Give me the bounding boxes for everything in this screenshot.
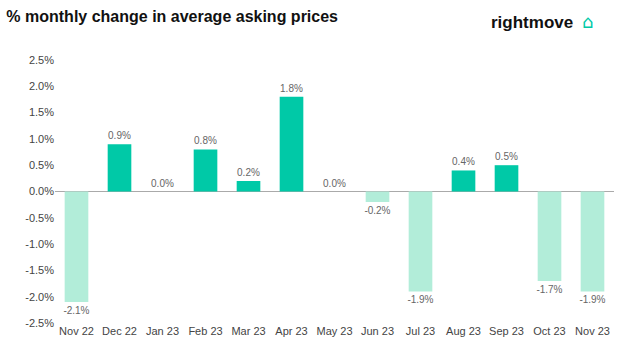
svg-text:1.0%: 1.0% bbox=[29, 133, 54, 145]
svg-text:0.0%: 0.0% bbox=[323, 178, 346, 189]
svg-text:0.0%: 0.0% bbox=[29, 185, 54, 197]
svg-text:-2.0%: -2.0% bbox=[25, 291, 54, 303]
svg-text:0.8%: 0.8% bbox=[194, 135, 217, 146]
svg-text:May 23: May 23 bbox=[316, 325, 352, 337]
svg-text:Sep 23: Sep 23 bbox=[489, 325, 524, 337]
svg-text:Apr 23: Apr 23 bbox=[275, 325, 307, 337]
svg-text:2.5%: 2.5% bbox=[29, 54, 54, 66]
svg-text:% monthly change in average as: % monthly change in average asking price… bbox=[6, 8, 338, 25]
svg-text:Nov 23: Nov 23 bbox=[575, 325, 610, 337]
svg-text:rightmove: rightmove bbox=[491, 13, 573, 32]
svg-text:1.8%: 1.8% bbox=[280, 83, 303, 94]
svg-text:Nov 22: Nov 22 bbox=[59, 325, 94, 337]
svg-text:Jul 23: Jul 23 bbox=[406, 325, 435, 337]
svg-text:-1.9%: -1.9% bbox=[407, 294, 433, 305]
svg-text:Feb 23: Feb 23 bbox=[188, 325, 222, 337]
svg-text:Aug 23: Aug 23 bbox=[446, 325, 481, 337]
svg-text:-2.1%: -2.1% bbox=[63, 305, 89, 316]
svg-text:0.9%: 0.9% bbox=[108, 130, 131, 141]
svg-text:⌂: ⌂ bbox=[582, 11, 593, 32]
svg-text:Oct 23: Oct 23 bbox=[533, 325, 565, 337]
svg-text:0.5%: 0.5% bbox=[29, 159, 54, 171]
svg-text:-1.0%: -1.0% bbox=[25, 238, 54, 250]
svg-text:0.2%: 0.2% bbox=[237, 167, 260, 178]
svg-text:-1.5%: -1.5% bbox=[25, 264, 54, 276]
svg-text:0.5%: 0.5% bbox=[495, 151, 518, 162]
svg-text:Jun 23: Jun 23 bbox=[361, 325, 394, 337]
svg-text:Jan 23: Jan 23 bbox=[146, 325, 179, 337]
svg-text:-1.9%: -1.9% bbox=[579, 294, 605, 305]
svg-text:0.4%: 0.4% bbox=[452, 156, 475, 167]
svg-text:-0.2%: -0.2% bbox=[364, 205, 390, 216]
svg-text:Mar 23: Mar 23 bbox=[231, 325, 265, 337]
svg-text:-0.5%: -0.5% bbox=[25, 212, 54, 224]
svg-text:-2.5%: -2.5% bbox=[25, 317, 54, 329]
svg-text:-1.7%: -1.7% bbox=[536, 284, 562, 295]
svg-text:2.0%: 2.0% bbox=[29, 80, 54, 92]
svg-text:0.0%: 0.0% bbox=[151, 178, 174, 189]
svg-text:1.5%: 1.5% bbox=[29, 106, 54, 118]
svg-text:Dec 22: Dec 22 bbox=[102, 325, 137, 337]
